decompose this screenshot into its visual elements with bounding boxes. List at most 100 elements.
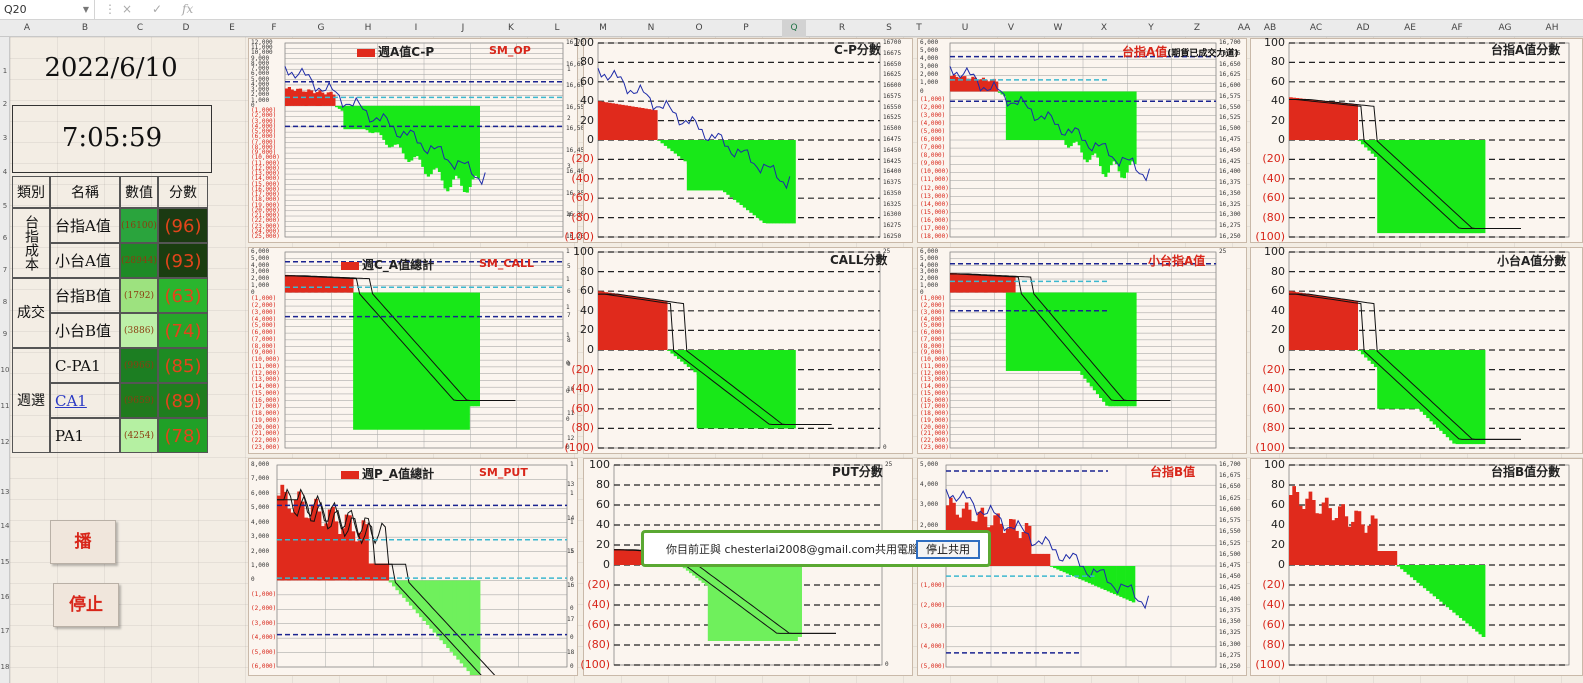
put-score-chart[interactable]: 100 80 60 40 20 0 (20) (40) (60) (80) (100) 25 0 PUT分… xyxy=(580,458,913,676)
indicator-link[interactable]: CA1 xyxy=(50,383,120,418)
column-header-cell[interactable]: W xyxy=(1053,23,1063,33)
bar xyxy=(301,275,305,293)
mini-a-chart[interactable]: 6,000 5,000 4,000 3,000 2,000 1,000 0 (1,000) (2… xyxy=(917,247,1247,454)
cancel-icon[interactable]: × xyxy=(122,2,133,16)
y2-tick-label: 16250 xyxy=(883,233,902,240)
row-header-cell[interactable]: 8 xyxy=(2,298,8,306)
bar xyxy=(663,140,668,146)
indicator-score: (74) xyxy=(158,313,208,348)
taiex-a-score-chart[interactable]: 100 80 60 40 20 0 (20) (40) (60) (80) (100) 台指A值分數 xyxy=(1250,36,1583,243)
row-header-cell[interactable]: 10 xyxy=(0,366,10,374)
column-header-cell[interactable]: J xyxy=(461,23,465,33)
column-header-cell[interactable]: Q xyxy=(782,20,806,37)
indicator-name: PA1 xyxy=(50,418,120,453)
stop-button[interactable]: 停止 xyxy=(53,583,119,627)
bar xyxy=(1133,91,1137,165)
y2-tick-label: 25 xyxy=(1219,248,1227,255)
column-header-cell[interactable]: AH xyxy=(1545,23,1559,33)
column-header-cell[interactable]: AB xyxy=(1263,23,1277,33)
bar xyxy=(471,105,475,180)
row-header-cell[interactable]: 5 xyxy=(2,202,8,210)
column-header-cell[interactable]: C xyxy=(136,23,144,33)
taiex-b-chart[interactable]: 5,0004,0003,0002,0001,0000(1,000)(2,000)… xyxy=(917,458,1247,676)
row-header-cell[interactable]: 16 xyxy=(0,593,10,601)
row-header-cell[interactable]: 4 xyxy=(2,168,8,176)
column-header-cell[interactable]: L xyxy=(554,23,560,33)
column-header-cell[interactable]: AC xyxy=(1309,23,1323,33)
column-header-cell[interactable]: AD xyxy=(1356,23,1370,33)
mini-a-score-chart[interactable]: 100 80 60 40 20 0 (20) (40) (60) (80) (100) 小台A值分數 xyxy=(1250,245,1583,454)
column-header-cell[interactable]: AE xyxy=(1404,23,1416,33)
put-main-chart[interactable]: 8,000 7,000 6,000 5,000 4,000 3,000 2,000 1,000… xyxy=(248,458,578,676)
column-header-cell[interactable]: E xyxy=(229,23,235,33)
bar xyxy=(624,105,628,140)
row-header-cell[interactable]: 1 xyxy=(2,67,8,75)
column-header-cell[interactable]: S xyxy=(886,23,892,33)
y-tick-label: 11,000 xyxy=(251,44,273,52)
column-header-cell[interactable]: F xyxy=(271,23,277,33)
column-header-cell[interactable]: H xyxy=(364,23,372,33)
column-header-cell[interactable]: R xyxy=(838,23,846,33)
chart-title-text: 小台指A值 xyxy=(1148,254,1206,268)
column-header-cell[interactable]: G xyxy=(317,23,325,33)
row-header-cell[interactable]: 9 xyxy=(2,330,8,338)
y-tick-label: (16,000) xyxy=(251,396,280,404)
legend-swatch xyxy=(341,261,359,270)
column-header-cell[interactable]: K xyxy=(508,23,514,33)
cp-main-chart[interactable]: 12,000 11,000 10,000 9,000 8,000 7,000 6,000 5,… xyxy=(248,38,588,243)
column-header-cell[interactable]: V xyxy=(1007,23,1015,33)
y-tick-label: 3,000 xyxy=(920,63,939,71)
column-header-cell[interactable]: AA xyxy=(1237,23,1251,33)
bar xyxy=(315,92,319,106)
row-header-cell[interactable]: 13 xyxy=(0,488,10,496)
row-header-cell[interactable]: 7 xyxy=(2,266,8,274)
function-icon[interactable]: fx xyxy=(182,2,194,16)
row-header-cell[interactable]: 6 xyxy=(2,234,8,242)
column-header-cell[interactable]: T xyxy=(916,23,922,33)
column-header-cell[interactable]: Z xyxy=(1193,23,1201,33)
column-header-cell[interactable]: AG xyxy=(1498,23,1512,33)
chart-title: 台指B值分數 xyxy=(1491,463,1560,480)
y-tick-label: 0 xyxy=(1278,133,1285,146)
play-button[interactable]: 播 xyxy=(50,520,116,564)
name-box[interactable]: Q20 ▼ xyxy=(0,0,95,19)
bar xyxy=(1295,292,1300,350)
y3-tick-label: 7 xyxy=(567,312,571,320)
column-header-cell[interactable]: A xyxy=(23,23,31,33)
y-tick-label: 7,000 xyxy=(251,65,270,73)
row-header-cell[interactable]: 2 xyxy=(2,100,8,108)
call-main-chart[interactable]: 6,000 5,000 4,000 3,000 2,000 1,000 0 (1,000) (2… xyxy=(248,247,578,454)
column-header-cell[interactable]: Y xyxy=(1148,23,1154,33)
column-header-cell[interactable]: I xyxy=(414,23,418,33)
column-header-cell[interactable]: AF xyxy=(1451,23,1463,33)
row-header-cell[interactable]: 3 xyxy=(2,134,8,142)
taiex-a-chart[interactable]: 6,000 5,000 4,000 3,000 2,000 1,000 0 (1,000) (2… xyxy=(917,38,1247,243)
y-tick-label: 4,000 xyxy=(920,55,939,63)
column-header-cell[interactable]: P xyxy=(743,23,749,33)
column-header-cell[interactable]: O xyxy=(695,23,703,33)
chevron-down-icon[interactable]: ▼ xyxy=(82,5,89,14)
bar xyxy=(385,563,390,581)
row-header-cell[interactable]: 14 xyxy=(0,522,10,530)
column-header-cell[interactable]: M xyxy=(599,23,607,33)
column-header-cell[interactable]: B xyxy=(81,23,89,33)
column-header-cell[interactable]: U xyxy=(961,23,969,33)
enter-icon[interactable]: ✓ xyxy=(152,2,163,16)
row-header-cell[interactable]: 18 xyxy=(0,663,10,671)
call-score-chart[interactable]: 100 80 60 40 20 0 (20) (40) (60) (80) (100) 25 0 CALL… xyxy=(564,245,913,454)
column-header-cell[interactable]: N xyxy=(647,23,655,33)
row-header-cell[interactable]: 12 xyxy=(0,438,10,446)
stop-sharing-button[interactable]: 停止共用 xyxy=(916,540,980,559)
row-header-cell[interactable]: 17 xyxy=(0,627,10,635)
bar xyxy=(683,350,688,365)
row-header-cell[interactable]: 11 xyxy=(0,402,10,410)
bar xyxy=(1308,99,1313,140)
column-header-cell[interactable]: X xyxy=(1100,23,1108,33)
y-tick-label: (7,000) xyxy=(920,144,946,152)
column-header-cell[interactable]: D xyxy=(182,23,190,33)
bar xyxy=(990,275,994,293)
taiex-b-score-chart[interactable]: 100 80 60 40 20 0 (20) (40) (60) (80) (100) 台指B值分數 xyxy=(1250,458,1583,676)
bar xyxy=(1416,565,1421,583)
cp-score-chart[interactable]: 100 80 60 40 20 0 (20) (40) (60) (80) (100) 16700 16… xyxy=(564,36,913,243)
row-header-cell[interactable]: 15 xyxy=(0,558,10,566)
